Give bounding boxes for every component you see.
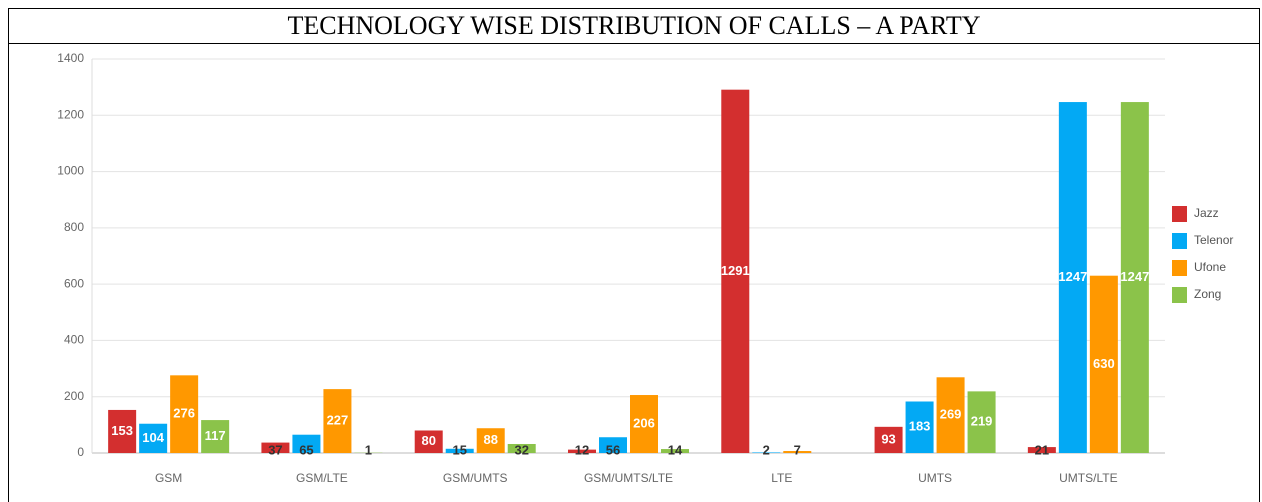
- data-label: 227: [327, 412, 349, 427]
- bar: [661, 449, 689, 453]
- data-label: 219: [971, 414, 993, 429]
- data-label: 117: [205, 428, 226, 443]
- data-label: 65: [299, 442, 313, 457]
- data-label: 1: [365, 442, 372, 457]
- data-label: 7: [794, 442, 801, 457]
- data-label: 104: [142, 430, 164, 445]
- legend-swatch: [1172, 287, 1187, 303]
- x-tick-label: LTE: [771, 471, 792, 485]
- bar: [139, 423, 168, 453]
- x-tick-label: GSM: [155, 471, 182, 485]
- y-tick-label: 1400: [57, 51, 84, 65]
- legend-swatch: [1172, 233, 1187, 249]
- data-label: 80: [421, 433, 435, 448]
- bar: [967, 391, 996, 453]
- bar: [261, 442, 290, 453]
- data-label: 153: [111, 423, 133, 438]
- bar: [170, 375, 199, 453]
- bar: [721, 89, 750, 453]
- x-tick-label: UMTS: [918, 471, 952, 485]
- data-label: 276: [173, 406, 195, 421]
- data-label: 1291: [721, 263, 750, 278]
- bar: [630, 395, 658, 453]
- bar: [1120, 102, 1149, 454]
- y-tick-label: 600: [64, 276, 84, 290]
- data-label: 1247: [1058, 269, 1087, 284]
- x-tick-label: GSM/LTE: [296, 471, 348, 485]
- data-label: 1247: [1120, 269, 1149, 284]
- chart-title: TECHNOLOGY WISE DISTRIBUTION OF CALLS – …: [8, 8, 1260, 44]
- bar: [1089, 275, 1118, 453]
- data-label: 32: [514, 442, 528, 457]
- bar: [323, 389, 352, 453]
- data-label: 93: [881, 431, 895, 446]
- y-tick-label: 1200: [57, 107, 84, 121]
- bar: [1027, 447, 1056, 453]
- bar: [507, 443, 536, 453]
- legend-label: Telenor: [1194, 233, 1233, 247]
- data-label: 14: [668, 442, 683, 457]
- y-tick-label: 1000: [57, 164, 84, 178]
- y-tick-label: 0: [77, 445, 84, 459]
- bar: [108, 409, 137, 453]
- data-label: 88: [483, 432, 497, 447]
- legend-label: Zong: [1194, 287, 1221, 301]
- bar: [599, 437, 627, 453]
- data-label: 206: [633, 415, 655, 430]
- bar: [874, 426, 903, 453]
- data-label: 2: [763, 442, 770, 457]
- bar: [936, 377, 965, 453]
- x-tick-label: GSM/UMTS/LTE: [584, 471, 673, 485]
- legend-swatch: [1172, 206, 1187, 222]
- data-label: 21: [1035, 442, 1049, 457]
- frame: [8, 43, 1260, 502]
- legend-swatch: [1172, 260, 1187, 276]
- bar: [201, 420, 230, 453]
- bar: [1058, 102, 1087, 454]
- x-tick-label: GSM/UMTS: [443, 471, 508, 485]
- bar: [445, 448, 474, 453]
- y-tick-label: 200: [64, 389, 84, 403]
- y-tick-label: 400: [64, 333, 84, 347]
- bar: [752, 452, 781, 453]
- legend-label: Ufone: [1194, 260, 1226, 274]
- y-tick-label: 800: [64, 220, 84, 234]
- bar: [476, 428, 505, 453]
- bar: [783, 451, 812, 453]
- bar: [414, 430, 443, 453]
- legend-label: Jazz: [1194, 206, 1219, 220]
- x-tick-label: UMTS/LTE: [1059, 471, 1117, 485]
- data-label: 183: [909, 419, 931, 434]
- data-label: 15: [452, 442, 466, 457]
- data-label: 630: [1093, 356, 1115, 371]
- bar: [568, 449, 596, 453]
- bar: [905, 401, 934, 453]
- data-label: 12: [575, 442, 589, 457]
- data-label: 37: [268, 442, 282, 457]
- data-label: 269: [940, 407, 962, 422]
- bar: [292, 434, 321, 453]
- data-label: 56: [606, 442, 620, 457]
